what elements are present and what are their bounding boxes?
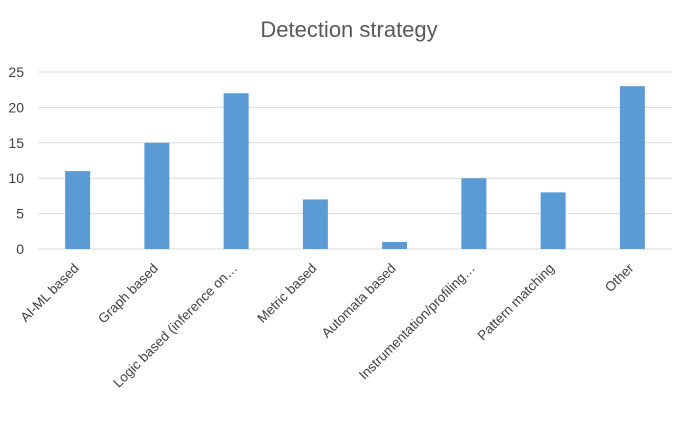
y-tick-label: 5 — [16, 206, 24, 222]
bars — [65, 86, 645, 250]
chart-title: Detection strategy — [260, 17, 437, 42]
bar — [382, 241, 408, 249]
bar — [223, 93, 249, 250]
bar — [144, 142, 170, 249]
bar — [540, 192, 566, 249]
x-tick-label: Graph based — [95, 261, 161, 327]
x-tick-label: Automata based — [319, 261, 399, 341]
y-tick-label: 15 — [8, 135, 24, 151]
y-tick-label: 10 — [8, 170, 24, 186]
x-tick-label: Pattern matching — [474, 261, 557, 344]
bar — [619, 86, 645, 249]
y-tick-label: 0 — [16, 241, 24, 257]
y-tick-label: 20 — [8, 99, 24, 115]
y-axis-ticks: 0 5 10 15 20 25 — [8, 64, 24, 257]
bar — [461, 178, 487, 249]
x-tick-label: Metric based — [254, 261, 319, 326]
x-tick-label: AI-ML based — [17, 261, 81, 325]
gridlines — [38, 71, 672, 250]
x-tick-label: Other — [602, 260, 637, 295]
bar — [302, 199, 328, 249]
y-tick-label: 25 — [8, 64, 24, 80]
bar — [65, 171, 91, 249]
